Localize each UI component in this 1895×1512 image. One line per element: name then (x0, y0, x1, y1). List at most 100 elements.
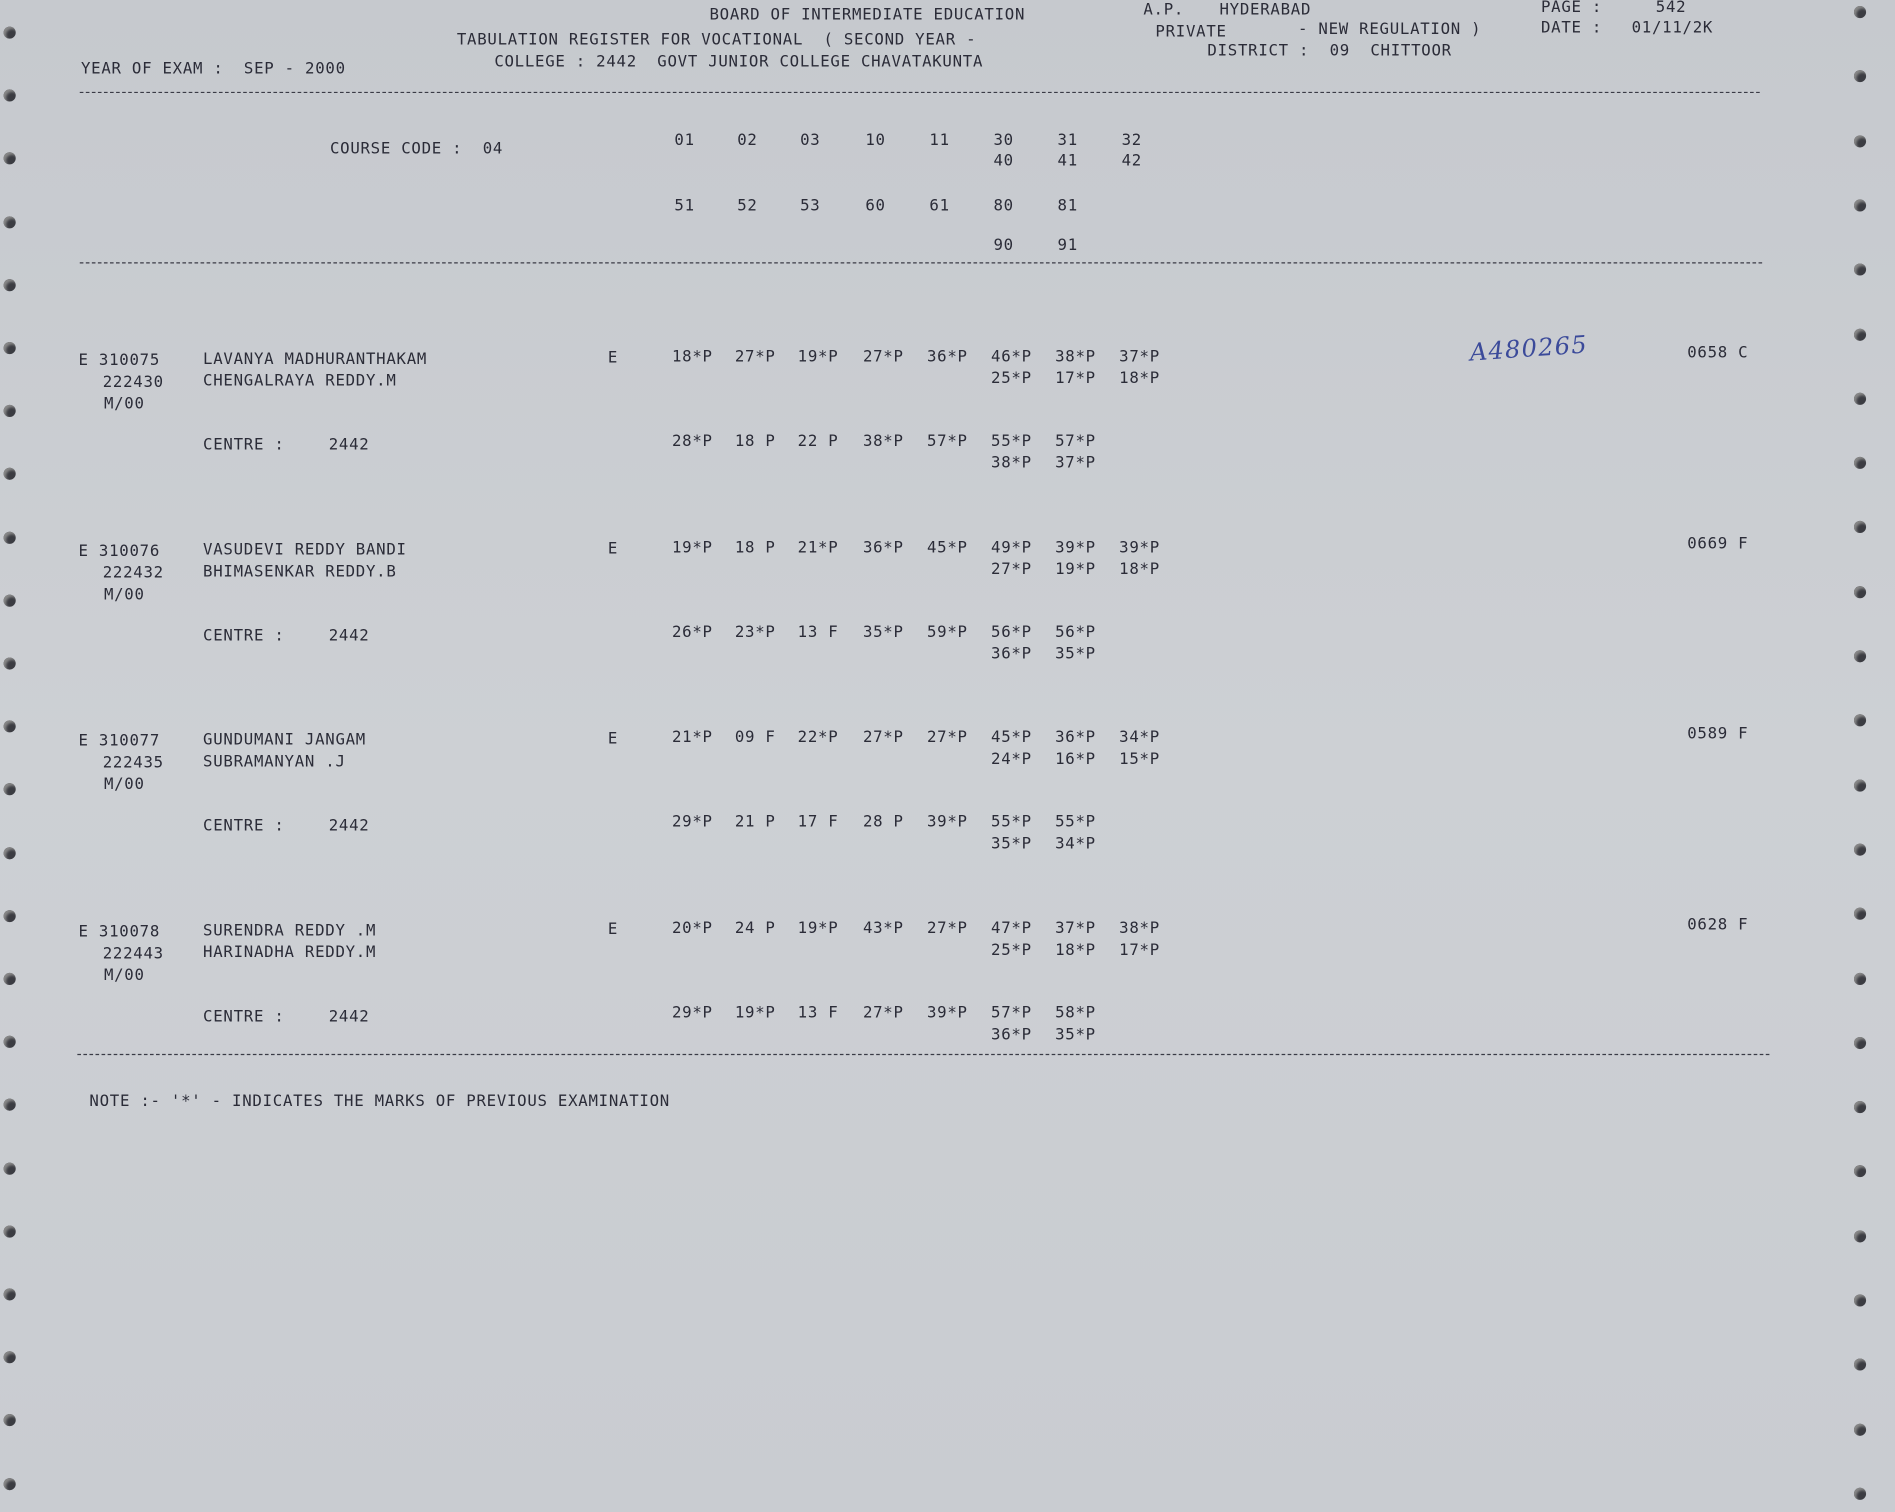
punch-hole (3, 1414, 16, 1427)
mark-cell: 38*P (862, 432, 904, 451)
mark-cell: 47*P (991, 919, 1032, 938)
mark-cell: 17*P (1055, 369, 1096, 388)
mark-cell: 36*P (991, 645, 1032, 664)
year-of-exam: YEAR OF EXAM : SEP - 2000 (80, 60, 346, 79)
punch-hole (1853, 1165, 1867, 1178)
mark-cell: 27*P (862, 348, 904, 367)
registration-number: 222443 (102, 945, 164, 964)
centre-label: CENTRE : (203, 1007, 285, 1027)
mark-cell: 36*P (991, 1026, 1032, 1045)
punch-hole (1853, 843, 1867, 856)
punch-hole (1853, 6, 1867, 19)
punch-hole (1853, 1358, 1867, 1371)
mark-cell: 25*P (991, 369, 1032, 388)
mark-cell: 57*P (926, 432, 968, 451)
punch-hole (3, 1162, 16, 1175)
mark-cell: 15*P (1119, 750, 1160, 769)
gender-code: M/00 (103, 775, 145, 795)
mark-cell: 57*P (991, 1004, 1032, 1023)
gender-code: M/00 (103, 395, 145, 414)
mark-cell: 18 P (734, 432, 776, 451)
father-name: SUBRAMANYAN .J (203, 752, 346, 772)
total-result: 0658 C (1687, 344, 1749, 363)
hall-ticket-number: E 310077 (78, 732, 161, 751)
mark-cell: 38*P (991, 454, 1032, 473)
course-code-cell: 90 (993, 236, 1014, 256)
mark-cell: 17 F (797, 813, 839, 832)
course-code-cell: 02 (737, 131, 758, 150)
father-name: CHENGALRAYA REDDY.M (203, 372, 397, 391)
divider (79, 262, 1763, 264)
register-title: TABULATION REGISTER FOR VOCATIONAL ( SEC… (456, 31, 977, 50)
mark-cell: 37*P (1119, 348, 1160, 367)
course-code-cell: 60 (865, 197, 886, 216)
punch-hole (3, 1099, 16, 1112)
mark-cell: 18*P (1055, 941, 1096, 960)
course-code-cell: 10 (865, 131, 886, 150)
centre-code: 2442 (328, 436, 370, 455)
punch-hole (3, 278, 16, 292)
punch-hole (3, 1351, 16, 1364)
course-code-cell: 01 (674, 131, 695, 150)
punch-hole (3, 215, 16, 228)
page-number: 542 (1655, 0, 1687, 17)
mark-cell: 37*P (1055, 919, 1096, 938)
mark-cell: 39*P (1119, 539, 1160, 558)
mark-cell: 25*P (991, 941, 1032, 960)
divider (79, 91, 1760, 94)
punch-hole (1853, 1423, 1867, 1436)
student-name: SURENDRA REDDY .M (203, 922, 377, 941)
punch-hole (3, 1225, 16, 1238)
total-result: 0589 F (1687, 725, 1749, 744)
mark-cell: 36*P (1055, 728, 1096, 747)
total-result: 0628 F (1687, 916, 1749, 935)
mark-cell: 28 P (862, 813, 904, 832)
punch-hole (1853, 199, 1867, 212)
category: PRIVATE (1155, 22, 1227, 42)
mark-cell: 13 F (797, 623, 839, 642)
handwritten-annotation: A480265 (1468, 329, 1589, 367)
course-code-cell: 51 (674, 197, 695, 216)
mark-cell: 36*P (926, 348, 968, 367)
page-label: PAGE : (1540, 0, 1603, 17)
course-code-cell: 52 (737, 197, 758, 216)
mark-cell: 58*P (1055, 1004, 1096, 1023)
punch-hole (3, 720, 16, 733)
date-label: DATE : (1540, 19, 1603, 38)
course-code-cell: 40 (993, 152, 1014, 171)
mark-cell: 59*P (926, 623, 968, 642)
mark-cell: 39*P (926, 1004, 968, 1023)
registration-number: 222430 (102, 373, 164, 392)
mark-cell: 20*P (671, 919, 713, 938)
mark-cell: 55*P (1055, 813, 1096, 832)
course-code-cell: 91 (1057, 236, 1078, 256)
mark-cell: 22 P (797, 432, 839, 451)
mark-cell: 43*P (862, 919, 904, 938)
punch-hole (3, 1477, 16, 1490)
mark-cell: 55*P (991, 813, 1032, 832)
father-name: HARINADHA REDDY.M (203, 943, 377, 963)
stream-code: E (607, 540, 619, 559)
mark-cell: 36*P (862, 539, 904, 558)
mark-cell: 18*P (1119, 560, 1160, 579)
mark-cell: 56*P (1055, 623, 1096, 642)
city: HYDERABAD (1219, 1, 1312, 20)
punch-hole (1853, 392, 1867, 405)
mark-cell: 27*P (991, 560, 1032, 579)
mark-cell: 49*P (991, 539, 1032, 558)
mark-cell: 45*P (991, 728, 1032, 747)
mark-cell: 23*P (734, 623, 776, 642)
punch-hole (3, 657, 16, 670)
father-name: BHIMASENKAR REDDY.B (203, 563, 397, 582)
mark-cell: 39*P (1055, 539, 1096, 558)
punch-hole (1853, 521, 1867, 534)
punch-hole (1853, 650, 1867, 663)
district: DISTRICT : 09 CHITTOOR (1207, 42, 1452, 61)
mark-cell: 18*P (671, 348, 713, 367)
college: COLLEGE : 2442 GOVT JUNIOR COLLEGE CHAVA… (494, 53, 984, 72)
punch-hole (1853, 70, 1867, 83)
punch-hole (1853, 1487, 1867, 1500)
mark-cell: 35*P (1055, 1026, 1096, 1045)
stream-code: E (607, 349, 619, 368)
